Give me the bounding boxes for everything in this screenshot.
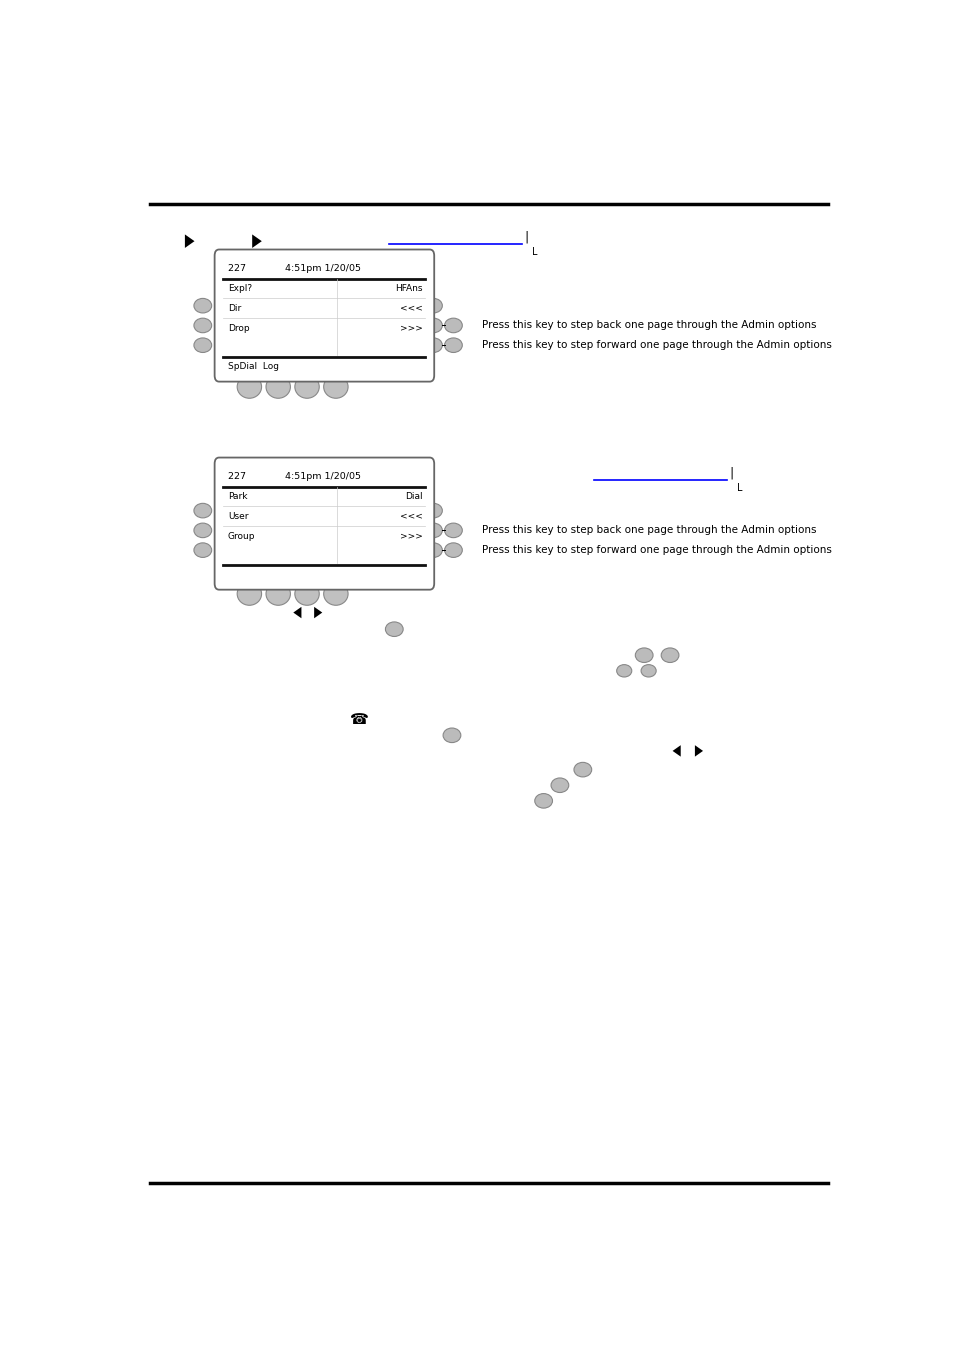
- Ellipse shape: [424, 543, 442, 558]
- Ellipse shape: [535, 793, 552, 808]
- Ellipse shape: [574, 762, 591, 777]
- Text: Press this key to step back one page through the Admin options: Press this key to step back one page thr…: [482, 526, 816, 535]
- Text: <<<: <<<: [399, 512, 422, 521]
- Polygon shape: [672, 746, 680, 757]
- Text: Press this key to step back one page through the Admin options: Press this key to step back one page thr…: [482, 320, 816, 331]
- Ellipse shape: [193, 543, 212, 558]
- Ellipse shape: [640, 665, 656, 677]
- Text: ☎: ☎: [350, 712, 369, 727]
- Ellipse shape: [193, 338, 212, 353]
- Ellipse shape: [635, 648, 653, 662]
- Ellipse shape: [193, 299, 212, 313]
- Text: Park: Park: [228, 492, 247, 501]
- Ellipse shape: [294, 582, 319, 605]
- Text: HFAns: HFAns: [395, 284, 422, 293]
- Ellipse shape: [193, 319, 212, 332]
- Text: |: |: [728, 466, 733, 480]
- Text: User: User: [228, 512, 248, 521]
- Ellipse shape: [444, 543, 462, 558]
- Text: L: L: [531, 247, 537, 257]
- Ellipse shape: [616, 665, 631, 677]
- Ellipse shape: [444, 338, 462, 353]
- Text: <<<: <<<: [399, 304, 422, 313]
- Ellipse shape: [442, 728, 460, 743]
- Text: Dir: Dir: [228, 304, 241, 313]
- Ellipse shape: [551, 778, 568, 793]
- Polygon shape: [314, 607, 322, 619]
- Ellipse shape: [424, 338, 442, 353]
- Polygon shape: [185, 235, 194, 249]
- Text: 227             4:51pm 1/20/05: 227 4:51pm 1/20/05: [228, 471, 360, 481]
- Text: Press this key to step forward one page through the Admin options: Press this key to step forward one page …: [482, 546, 831, 555]
- Ellipse shape: [424, 319, 442, 332]
- Text: >>>: >>>: [399, 323, 422, 332]
- Ellipse shape: [266, 376, 290, 399]
- Text: |: |: [524, 230, 528, 243]
- Polygon shape: [293, 607, 301, 619]
- Text: Expl?: Expl?: [228, 284, 252, 293]
- Ellipse shape: [424, 504, 442, 517]
- Text: SpDial  Log: SpDial Log: [228, 362, 278, 370]
- Polygon shape: [252, 235, 261, 249]
- FancyBboxPatch shape: [214, 250, 434, 381]
- Text: >>>: >>>: [399, 531, 422, 540]
- Ellipse shape: [237, 582, 261, 605]
- Text: Drop: Drop: [228, 323, 250, 332]
- Ellipse shape: [424, 523, 442, 538]
- Ellipse shape: [323, 582, 348, 605]
- Ellipse shape: [193, 504, 212, 517]
- Text: Dial: Dial: [404, 492, 422, 501]
- Ellipse shape: [444, 319, 462, 332]
- Ellipse shape: [294, 376, 319, 399]
- Ellipse shape: [660, 648, 679, 662]
- Ellipse shape: [193, 523, 212, 538]
- Ellipse shape: [385, 621, 403, 636]
- Text: 227             4:51pm 1/20/05: 227 4:51pm 1/20/05: [228, 263, 360, 273]
- Ellipse shape: [266, 582, 290, 605]
- Ellipse shape: [323, 376, 348, 399]
- Text: L: L: [736, 482, 741, 493]
- Polygon shape: [694, 746, 702, 757]
- Ellipse shape: [444, 523, 462, 538]
- Text: Group: Group: [228, 531, 255, 540]
- Ellipse shape: [237, 376, 261, 399]
- Text: Press this key to step forward one page through the Admin options: Press this key to step forward one page …: [482, 340, 831, 350]
- FancyBboxPatch shape: [214, 458, 434, 589]
- Ellipse shape: [424, 299, 442, 313]
